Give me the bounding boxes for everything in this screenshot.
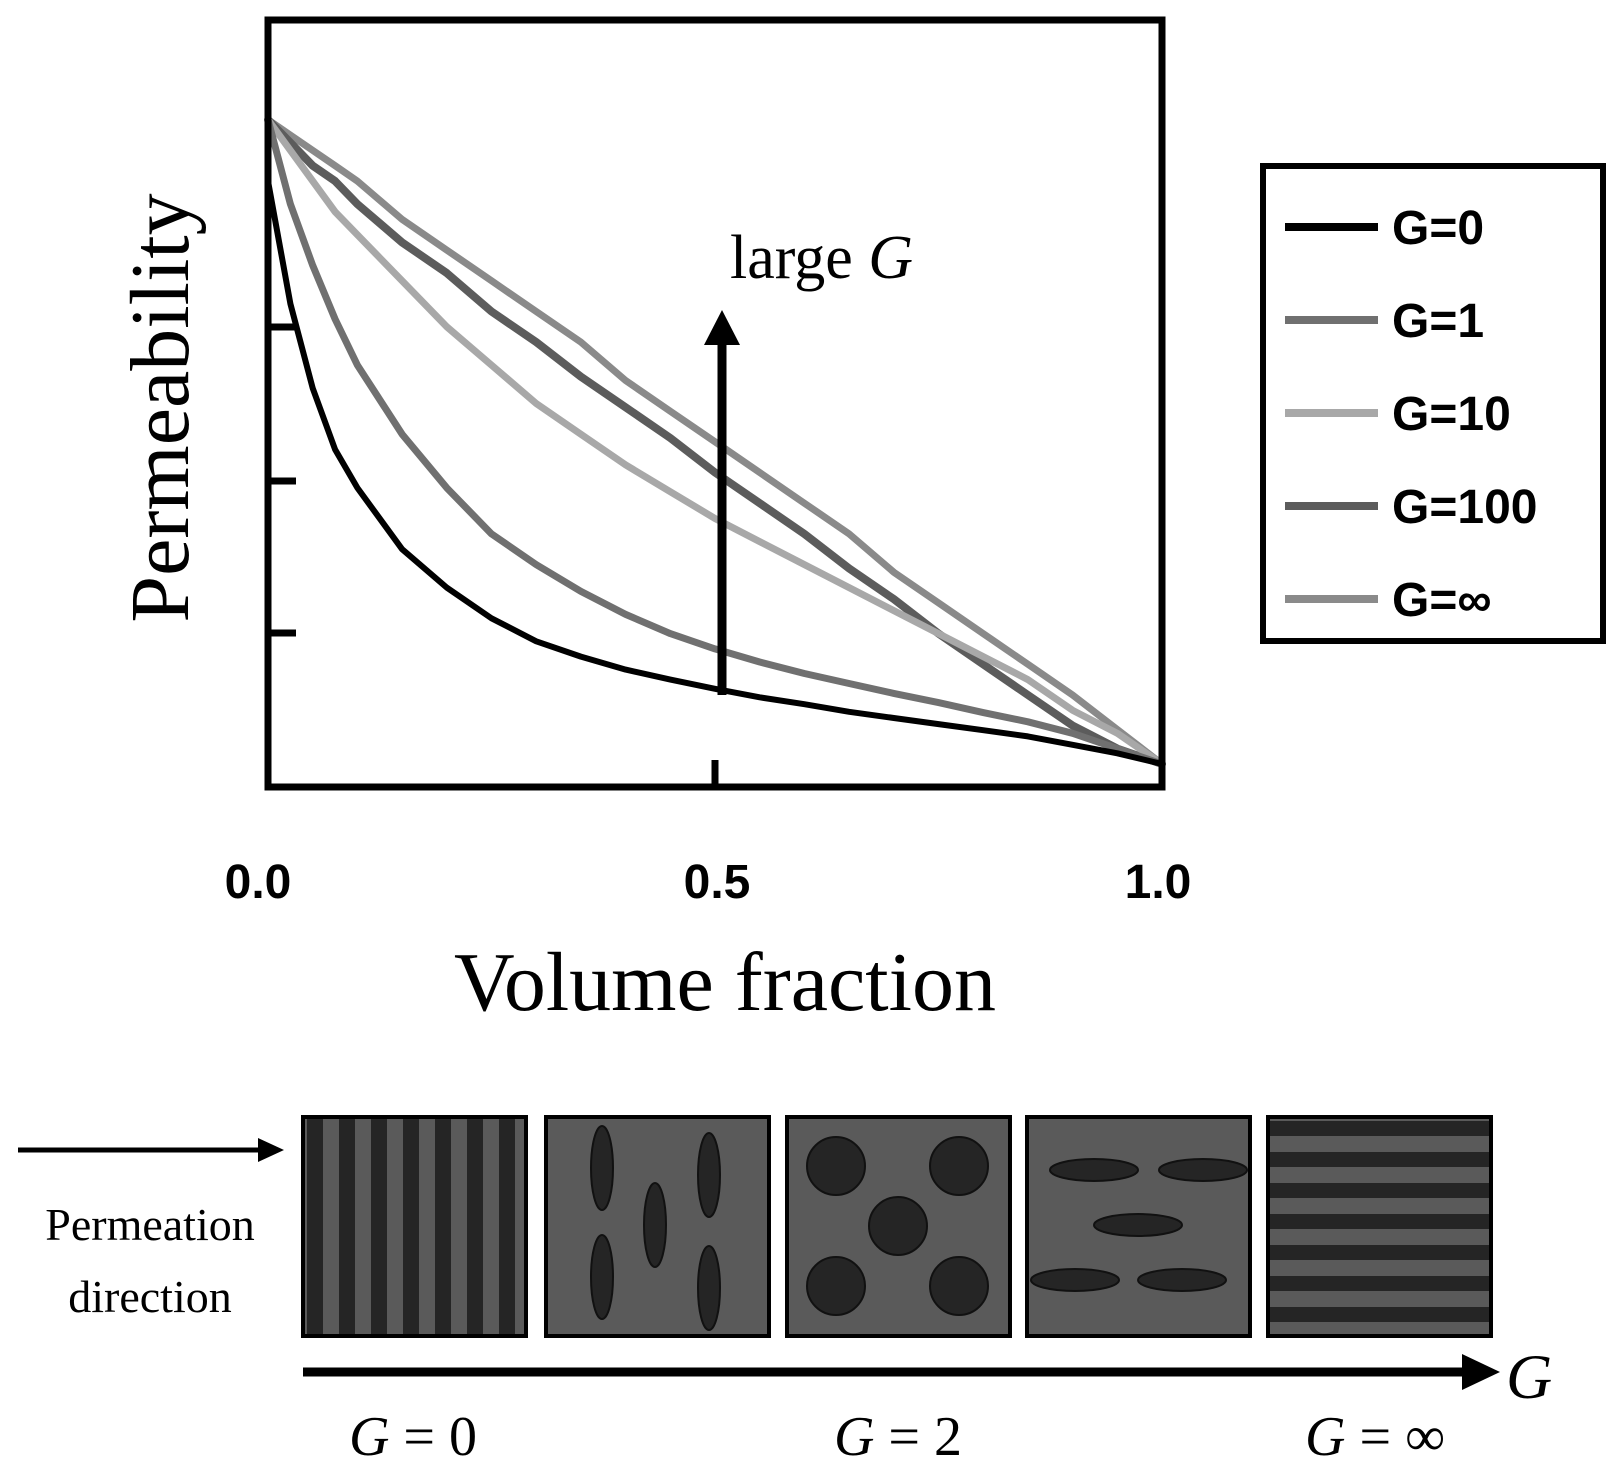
panel-1-stripe bbox=[339, 1117, 355, 1336]
schematic: Permeation direction bbox=[18, 1115, 1552, 1468]
g-value-label-0: G = 0 bbox=[349, 1406, 477, 1468]
panel-5-stripe bbox=[1268, 1276, 1491, 1291]
panel-1-frame bbox=[301, 1115, 528, 1338]
filler-particle bbox=[806, 1256, 866, 1316]
panel-1-stripe bbox=[403, 1117, 419, 1336]
filler-particle bbox=[1049, 1158, 1139, 1182]
series-line-G=10 bbox=[264, 116, 1166, 768]
series-layer bbox=[264, 115, 1166, 768]
filler-particle bbox=[643, 1182, 667, 1268]
g-value-label-2: G = 2 bbox=[834, 1406, 962, 1468]
filler-particle bbox=[806, 1136, 866, 1196]
panel-1-stripe bbox=[467, 1117, 483, 1336]
permeation-arrow bbox=[18, 1138, 284, 1162]
permeation-label-line1: Permeation bbox=[45, 1199, 255, 1250]
panel-1-stripe bbox=[499, 1117, 515, 1336]
x-tick-label: 0.5 bbox=[684, 856, 751, 909]
filler-particle bbox=[1137, 1268, 1227, 1292]
y-axis-label: Permeability bbox=[114, 193, 207, 622]
filler-particle bbox=[590, 1125, 614, 1211]
filler-particle bbox=[929, 1136, 989, 1196]
chart: large G 0.0 0.5 1.0 Volume fraction Perm… bbox=[114, 16, 1606, 1029]
g-axis-arrow bbox=[303, 1354, 1500, 1390]
y-ticks bbox=[268, 323, 296, 637]
filler-particle bbox=[1030, 1268, 1120, 1292]
x-axis-label: Volume fraction bbox=[454, 936, 996, 1029]
permeation-label-line2: direction bbox=[68, 1271, 232, 1322]
g-value-label-inf: G = ∞ bbox=[1305, 1406, 1445, 1468]
filler-particle bbox=[929, 1256, 989, 1316]
filler-particle bbox=[697, 1245, 721, 1331]
filler-particle bbox=[590, 1234, 614, 1320]
panel-5-stripe bbox=[1268, 1307, 1491, 1322]
annotation-arrow-head bbox=[704, 310, 740, 345]
plot-frame bbox=[264, 16, 1166, 791]
series-line-G=0 bbox=[265, 178, 1165, 767]
panel-1-stripe bbox=[307, 1117, 323, 1336]
x-tick-label: 0.0 bbox=[225, 856, 292, 909]
legend-label: G=0 bbox=[1392, 202, 1484, 255]
g-axis-arrow-head bbox=[1462, 1354, 1500, 1390]
filler-particle bbox=[697, 1132, 721, 1218]
permeation-arrow-head bbox=[258, 1138, 284, 1162]
x-tick-label: 1.0 bbox=[1125, 856, 1192, 909]
panel-1-stripe bbox=[371, 1117, 387, 1336]
panel-vertical-ellipses bbox=[544, 1115, 771, 1338]
filler-particle bbox=[1093, 1213, 1183, 1237]
filler-particle bbox=[868, 1196, 928, 1256]
legend-label: G=1 bbox=[1392, 295, 1484, 348]
annotation-label: large G bbox=[730, 224, 913, 292]
panel-5-stripe bbox=[1268, 1245, 1491, 1260]
panel-4-background bbox=[1025, 1115, 1252, 1338]
legend-items: G=0 G=1 G=10 G=100 G=∞ bbox=[1285, 202, 1537, 627]
panel-5-frame bbox=[1266, 1115, 1493, 1338]
filler-particle bbox=[1158, 1158, 1248, 1182]
series-line-G=1 bbox=[264, 116, 1166, 768]
panel-5-stripe bbox=[1268, 1152, 1491, 1167]
legend: G=0 G=1 G=10 G=100 G=∞ bbox=[1260, 163, 1606, 644]
panel-1-stripe bbox=[435, 1117, 451, 1336]
panel-5-stripe bbox=[1268, 1183, 1491, 1198]
series-line-G=100 bbox=[264, 115, 1166, 768]
legend-frame bbox=[1260, 163, 1606, 644]
legend-label: G=∞ bbox=[1392, 574, 1492, 627]
legend-label: G=100 bbox=[1392, 481, 1537, 534]
panel-horizontal-layers bbox=[1266, 1115, 1493, 1338]
g-axis-label: G bbox=[1506, 1341, 1552, 1412]
legend-label: G=10 bbox=[1392, 388, 1511, 441]
panel-vertical-layers bbox=[301, 1115, 528, 1338]
series-line-G=∞ bbox=[264, 116, 1166, 768]
panel-horizontal-ellipses bbox=[1025, 1115, 1252, 1338]
panel-5-stripe bbox=[1268, 1214, 1491, 1229]
panel-circles bbox=[785, 1115, 1012, 1338]
panel-5-stripe bbox=[1268, 1121, 1491, 1136]
annotation-arrow bbox=[704, 310, 740, 695]
